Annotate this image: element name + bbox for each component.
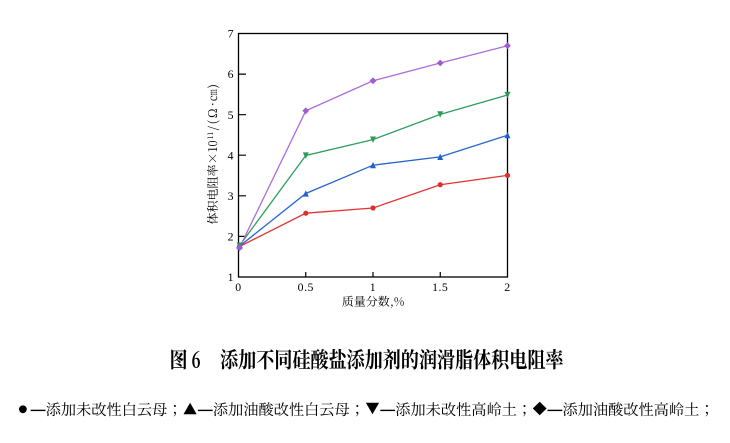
svg-text:6: 6 (228, 67, 234, 81)
svg-text:0: 0 (235, 280, 241, 294)
svg-text:1.5: 1.5 (432, 280, 448, 294)
svg-text:4: 4 (228, 148, 234, 162)
svg-text:1: 1 (228, 270, 234, 284)
svg-text:3: 3 (228, 189, 234, 203)
svg-text:5: 5 (228, 108, 234, 122)
svg-text:7: 7 (228, 27, 234, 41)
svg-text:2: 2 (504, 280, 510, 294)
svg-text:0.5: 0.5 (298, 280, 314, 294)
svg-text:1: 1 (370, 280, 376, 294)
svg-text:2: 2 (228, 230, 234, 244)
